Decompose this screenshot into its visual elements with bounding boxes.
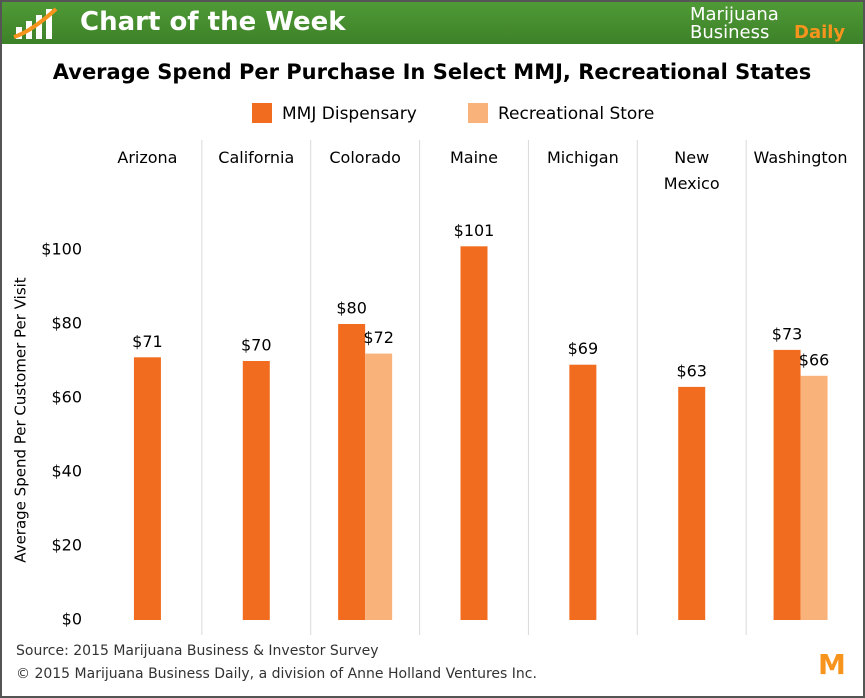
legend-label: MMJ Dispensary xyxy=(282,104,417,124)
y-tick-label: $0 xyxy=(62,610,82,629)
bar xyxy=(242,361,270,620)
y-tick-label: $20 xyxy=(51,536,82,555)
bar xyxy=(678,386,706,620)
bar xyxy=(365,353,393,620)
y-tick-label: $100 xyxy=(41,240,82,259)
category-label: Arizona xyxy=(117,148,178,167)
value-label: $101 xyxy=(454,221,495,240)
bar xyxy=(133,357,161,620)
y-tick-label: $80 xyxy=(51,314,82,333)
y-tick-label: $60 xyxy=(51,388,82,407)
bar xyxy=(460,246,488,621)
value-label: $72 xyxy=(363,328,394,347)
value-label: $71 xyxy=(132,332,163,351)
value-label: $80 xyxy=(336,299,367,318)
header-bar: Chart of the Week Marijuana Business Dai… xyxy=(2,2,863,44)
bar xyxy=(569,364,597,620)
bar xyxy=(773,349,801,620)
header-title: Chart of the Week xyxy=(80,7,346,37)
bar xyxy=(338,324,366,620)
category-label: Maine xyxy=(449,148,499,167)
category-label: Washington xyxy=(753,148,848,167)
category-label: Colorado xyxy=(329,148,401,167)
legend-label: Recreational Store xyxy=(498,104,654,124)
logo xyxy=(13,7,58,39)
value-label: $63 xyxy=(676,361,707,380)
legend-swatch xyxy=(468,103,488,123)
chart-title: Average Spend Per Purchase In Select MMJ… xyxy=(53,60,811,84)
legend-swatch xyxy=(252,103,272,123)
copyright: © 2015 Marijuana Business Daily, a divis… xyxy=(16,666,537,682)
value-label: $69 xyxy=(568,339,599,358)
value-label: $66 xyxy=(799,350,830,369)
y-axis-label: Average Spend Per Customer Per Visit xyxy=(12,277,30,562)
brand: Business xyxy=(690,22,770,43)
value-label: $73 xyxy=(772,324,803,343)
brand: Marijuana xyxy=(690,4,779,25)
y-tick-label: $40 xyxy=(51,462,82,481)
corner-logo: M xyxy=(818,648,846,681)
value-label: $70 xyxy=(241,336,272,355)
source: Source: 2015 Marijuana Business & Invest… xyxy=(16,643,379,659)
brand: Daily xyxy=(794,22,846,43)
bar xyxy=(800,375,828,620)
category-label: California xyxy=(218,148,295,167)
category-label: New Mexico xyxy=(663,148,720,193)
category-label: Michigan xyxy=(546,148,619,167)
